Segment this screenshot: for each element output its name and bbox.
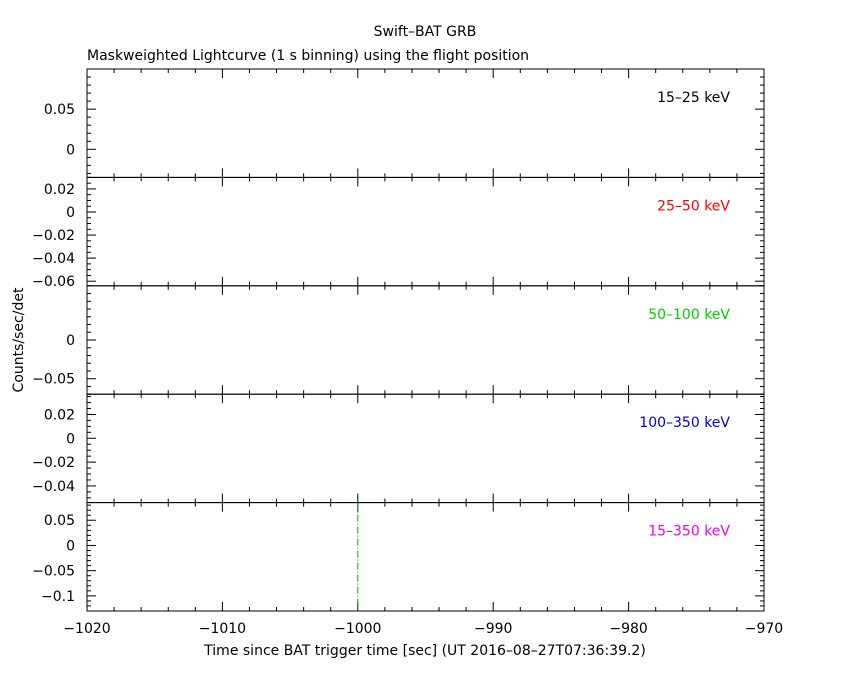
panel-4: −0.04 −0.02 0 0.02 100–350 keV (32, 393, 765, 504)
band-label: 15–350 keV (648, 524, 730, 540)
panel-5: −0.1 −0.05 0 0.05 15–350 keV −1020 −1010 −1000 −… (32, 502, 783, 637)
y-tick-label: −0.02 (32, 455, 75, 471)
y-tick-label: −0.05 (32, 564, 75, 580)
band-label: 50–100 keV (648, 307, 730, 323)
band-label: 100–350 keV (639, 415, 730, 431)
y-tick-label: 0.02 (44, 407, 75, 423)
y-tick-label: −0.04 (32, 479, 75, 495)
y-tick-label: 0 (66, 205, 75, 221)
y-tick-label: 0 (66, 538, 75, 554)
y-tick-label: −0.05 (32, 372, 75, 388)
x-tick-label: −1020 (63, 621, 110, 637)
y-tick-label: −0.1 (41, 589, 75, 605)
y-tick-label: −0.06 (32, 274, 75, 290)
band-label: 15–25 keV (657, 90, 730, 106)
y-tick-label: 0 (66, 142, 75, 158)
panel-1: 0 0.05 15–25 keV (44, 68, 765, 178)
panel-frame (86, 285, 765, 395)
y-tick-label: 0.02 (44, 182, 75, 198)
y-tick-label: −0.04 (32, 251, 75, 267)
y-tick-label: 0.05 (44, 102, 75, 118)
panel-2: −0.06 −0.04 −0.02 0 0.02 25–50 keV (32, 176, 765, 290)
band-label: 25–50 keV (657, 198, 730, 214)
panel-3: −0.05 0 50–100 keV (32, 285, 765, 395)
x-tick-label: −1000 (334, 621, 381, 637)
y-tick-label: −0.02 (32, 228, 75, 244)
panel-frame (86, 502, 765, 612)
x-tick-label: −1010 (199, 621, 246, 637)
chart-subtitle: Maskweighted Lightcurve (1 s binning) us… (87, 48, 529, 64)
y-tick-label: 0.05 (44, 513, 75, 529)
y-axis-label: Counts/sec/det (11, 287, 27, 392)
x-tick-label: −990 (474, 621, 512, 637)
y-tick-label: 0 (66, 431, 75, 447)
panel-frame (86, 176, 765, 287)
x-tick-label: −980 (609, 621, 647, 637)
y-tick-label: 0 (66, 333, 75, 349)
chart-title: Swift–BAT GRB (374, 24, 477, 40)
x-axis-label: Time since BAT trigger time [sec] (UT 20… (203, 643, 646, 659)
panel-frame (86, 393, 765, 504)
x-tick-label: −970 (745, 621, 783, 637)
panels-group: 0 0.05 15–25 keV −0.06 −0.04 −0.02 0 0.02 25–50 … (32, 68, 783, 637)
panel-frame (86, 68, 765, 178)
